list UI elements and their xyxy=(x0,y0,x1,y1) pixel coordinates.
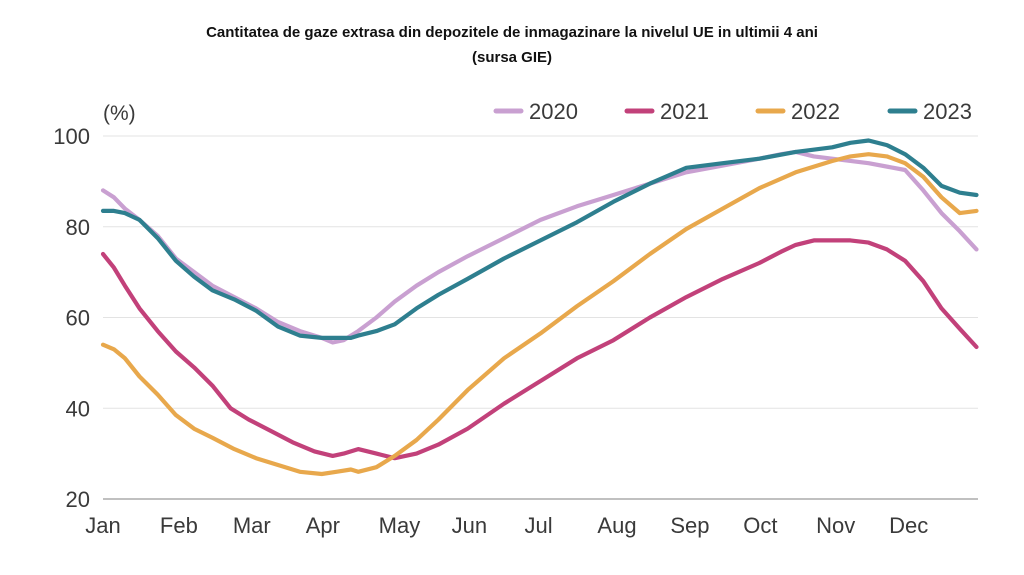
x-tick-label: Sep xyxy=(670,513,709,538)
grid-lines xyxy=(103,135,978,500)
x-tick-label: Dec xyxy=(889,513,928,538)
x-tick-label: May xyxy=(379,513,421,538)
y-tick-label: 20 xyxy=(66,487,90,512)
x-tick-label: Apr xyxy=(306,513,340,538)
legend-label-2020: 2020 xyxy=(529,99,578,124)
y-tick-label: 40 xyxy=(66,396,90,421)
x-tick-label: Jun xyxy=(452,513,487,538)
chart-title-block: Cantitatea de gaze extrasa din depozitel… xyxy=(0,20,1024,70)
legend: 2020 2021 2022 2023 xyxy=(493,99,972,124)
y-tick-label: 80 xyxy=(66,215,90,240)
x-tick-label: Oct xyxy=(743,513,777,538)
series-line-2021 xyxy=(100,238,979,461)
chart-title: Cantitatea de gaze extrasa din depozitel… xyxy=(206,24,818,41)
legend-label-2023: 2023 xyxy=(923,99,972,124)
series-line-2020 xyxy=(100,149,979,345)
x-tick-label: Mar xyxy=(233,513,271,538)
x-tick-label: Jan xyxy=(85,513,120,538)
chart-subtitle: (sursa GIE) xyxy=(471,49,553,66)
y-axis-tick-labels: 20 40 60 80 100 xyxy=(53,124,90,512)
x-tick-label: Jul xyxy=(525,513,553,538)
x-tick-label: Feb xyxy=(160,513,198,538)
y-axis-unit-label: (%) xyxy=(103,102,136,125)
x-axis-tick-labels: Jan Feb Mar Apr May Jun Jul Aug Sep Oct Nov Dec xyxy=(85,513,928,538)
x-tick-label: Aug xyxy=(597,513,636,538)
series-lines xyxy=(100,138,979,477)
series-line-2023 xyxy=(100,138,979,340)
series-line-2022 xyxy=(100,152,979,477)
legend-label-2022: 2022 xyxy=(791,99,840,124)
legend-label-2021: 2021 xyxy=(660,99,709,124)
y-tick-label: 100 xyxy=(53,124,90,149)
x-tick-label: Nov xyxy=(816,513,855,538)
y-tick-label: 60 xyxy=(66,306,90,331)
